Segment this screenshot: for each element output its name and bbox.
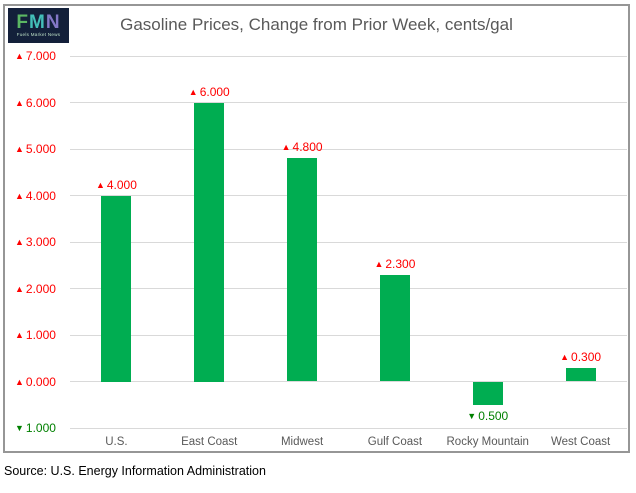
data-label-value: 2.300	[385, 256, 416, 271]
data-label-value: 4.000	[106, 177, 137, 192]
y-tick-label: ▲ 2.000	[15, 282, 67, 296]
gridline	[70, 241, 627, 243]
gridline	[70, 334, 627, 336]
gridline	[70, 148, 627, 150]
gridline	[70, 427, 627, 429]
y-tick-value: 4.000	[25, 188, 56, 203]
plot-area: ▲ 4.000 ▲ 6.000 ▲ 4.800 ▲ 2.300 ▼ 0.500 ▲ 0.300	[70, 55, 627, 429]
y-tick-value: 5.000	[25, 142, 56, 156]
data-label: ▲ 0.300	[534, 350, 627, 364]
up-triangle-icon: ▲	[15, 330, 24, 340]
data-label: ▲ 6.000	[163, 85, 256, 99]
category-label: Rocky Mountain	[446, 436, 529, 448]
category-label: Gulf Coast	[367, 436, 423, 448]
gridline	[70, 381, 627, 382]
y-tick-value: 2.000	[25, 281, 56, 296]
gridline	[70, 102, 627, 103]
bar-gulf-coast	[379, 274, 410, 382]
up-triangle-icon: ▲	[15, 376, 24, 387]
bar-west-coast	[565, 367, 596, 382]
data-label-value: 4.800	[292, 140, 323, 155]
fmn-logo-letter: F	[16, 12, 30, 34]
up-triangle-icon: ▲	[15, 97, 24, 108]
gridline	[70, 288, 627, 289]
y-tick-label: ▼ 1.000	[15, 421, 67, 435]
y-tick-value: 6.000	[25, 95, 56, 110]
up-triangle-icon: ▲	[15, 51, 24, 61]
fmn-logo-letter: N	[45, 12, 61, 34]
gridline	[70, 195, 627, 196]
y-tick-label: ▲ 4.000	[15, 189, 67, 203]
y-tick-value: 1.000	[25, 328, 56, 342]
y-tick-value: 0.000	[25, 374, 56, 389]
up-triangle-icon: ▲	[281, 142, 291, 153]
source-attribution: Source: U.S. Energy Information Administ…	[4, 464, 266, 478]
up-triangle-icon: ▲	[95, 179, 105, 190]
category-label: U.S.	[105, 436, 128, 448]
category-label: Midwest	[280, 436, 324, 448]
bar-rocky-mountain	[472, 381, 503, 405]
y-tick-value: 1.000	[25, 421, 56, 435]
up-triangle-icon: ▲	[15, 283, 24, 294]
y-tick-label: ▲ 0.000	[15, 375, 67, 389]
down-triangle-icon: ▼	[467, 410, 477, 421]
data-label: ▲ 4.000	[70, 178, 163, 192]
y-tick-label: ▲ 3.000	[15, 235, 67, 249]
up-triangle-icon: ▲	[15, 237, 24, 247]
y-tick-label: ▲ 6.000	[15, 96, 67, 110]
fmn-logo-letter: M	[29, 12, 46, 34]
data-label: ▲ 2.300	[349, 257, 442, 271]
gridline	[70, 55, 627, 57]
up-triangle-icon: ▲	[188, 86, 198, 97]
fmn-logo-tagline: Fuels Market News	[16, 32, 61, 38]
up-triangle-icon: ▲	[15, 190, 24, 201]
up-triangle-icon: ▲	[374, 258, 384, 269]
data-label: ▼ 0.500	[441, 409, 534, 423]
y-tick-value: 7.000	[25, 49, 56, 63]
data-label-value: 0.500	[478, 408, 509, 423]
bar-u-s-	[101, 195, 132, 382]
bar-east-coast	[194, 102, 225, 382]
data-label-value: 0.300	[571, 349, 602, 364]
y-tick-label: ▲ 1.000	[15, 328, 67, 342]
bar-midwest	[287, 158, 318, 382]
category-label: West Coast	[550, 436, 611, 448]
data-label: ▲ 4.800	[256, 140, 349, 154]
category-label: East Coast	[181, 436, 238, 448]
up-triangle-icon: ▲	[15, 144, 24, 154]
down-triangle-icon: ▼	[15, 423, 24, 433]
y-tick-label: ▲ 5.000	[15, 142, 67, 156]
y-tick-label: ▲ 7.000	[15, 49, 67, 63]
data-label-value: 6.000	[199, 84, 230, 99]
y-tick-value: 3.000	[25, 235, 56, 249]
up-triangle-icon: ▲	[560, 351, 570, 362]
chart-title: Gasoline Prices, Change from Prior Week,…	[120, 15, 513, 34]
